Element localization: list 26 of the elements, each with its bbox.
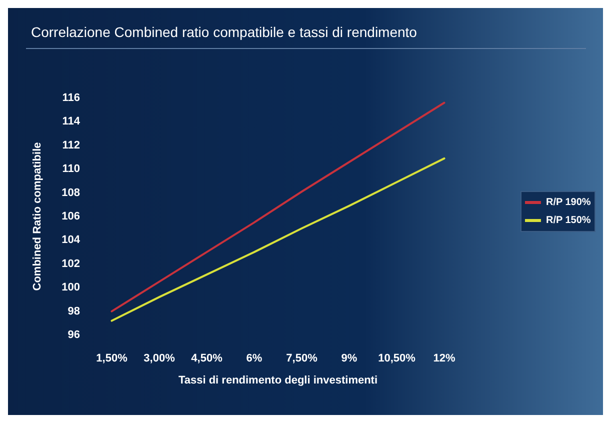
x-tick-label: 7,50% [286,352,318,364]
y-tick-label: 100 [62,282,80,294]
y-tick-label: 110 [62,163,80,176]
y-tick-label: 112 [62,139,80,152]
line-series [110,157,446,322]
x-tick-label: 6% [246,352,262,364]
x-tick-label: 12% [433,352,456,364]
y-axis-title: Combined Ratio compatibile [32,142,44,291]
y-tick-label: 106 [62,210,80,222]
x-tick-label: 1,50% [96,352,128,364]
y-tick-label: 102 [62,258,80,270]
y-tick-label: 98 [68,305,80,318]
x-tick-label: 4,50% [191,352,223,364]
chart-title: Correlazione Combined ratio compatibile e tassi di rendimento [31,24,418,40]
y-tick-label: 116 [62,92,80,104]
x-tick-label: 10,50% [378,352,416,364]
x-tick-label: 9% [341,352,358,364]
y-tick-label: 108 [62,186,80,199]
x-tick-label: 3,00% [144,352,176,364]
y-tick-label: 96 [68,329,80,341]
y-tick-label: 114 [62,116,81,128]
x-axis-title: Tassi di rendimento degli investimenti [178,374,378,386]
y-tick-label: 104 [62,234,81,246]
line-series [110,102,446,312]
legend-label: R/P 190% [546,197,591,208]
legend-label: R/P 150% [546,215,591,226]
